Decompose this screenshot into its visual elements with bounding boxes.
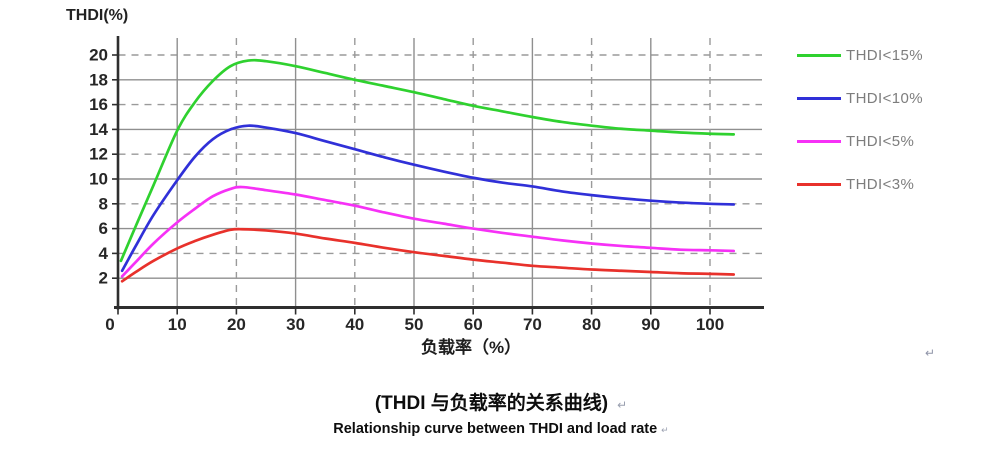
caption-english: Relationship curve between THDI and load… xyxy=(9,421,984,437)
y-axis-title: THDI(%) xyxy=(66,7,129,24)
legend-item-THDI<10%: THDI<10% xyxy=(797,84,923,113)
x-tick-label-40: 40 xyxy=(345,315,364,334)
y-tick-label-2: 2 xyxy=(99,269,108,288)
paragraph-return-mark: ↵ xyxy=(617,398,628,412)
legend-label: THDI<3% xyxy=(846,176,915,193)
x-tick-label-70: 70 xyxy=(523,315,542,334)
y-tick-label-14: 14 xyxy=(89,120,108,139)
legend-item-THDI<3%: THDI<3% xyxy=(797,170,923,199)
y-tick-label-16: 16 xyxy=(89,95,108,114)
x-tick-label-0: 0 xyxy=(105,315,114,334)
x-tick-label-20: 20 xyxy=(227,315,246,334)
paragraph-return-mark: ↵ xyxy=(925,346,936,360)
y-tick-label-10: 10 xyxy=(89,170,108,189)
plot-svg: 0 10 20 30 40 50 60 70 80 90 100 2 4 6 8 10 12 14 16 18 20 xyxy=(89,36,764,334)
y-tick-label-6: 6 xyxy=(99,219,108,238)
legend-label: THDI<10% xyxy=(846,90,923,107)
legend-label: THDI<15% xyxy=(846,47,923,64)
x-tick-label-30: 30 xyxy=(286,315,305,334)
legend: THDI<15% THDI<10% THDI<5% THDI<3% xyxy=(797,41,923,213)
legend-item-THDI<15%: THDI<15% xyxy=(797,41,923,70)
legend-label: THDI<5% xyxy=(846,133,915,150)
y-tick-label-8: 8 xyxy=(99,194,108,213)
legend-line-swatch xyxy=(797,140,841,143)
legend-line-swatch xyxy=(797,183,841,186)
paragraph-return-mark-small: ↵ xyxy=(661,425,669,435)
y-tick-label-18: 18 xyxy=(89,70,108,89)
x-tick-label-10: 10 xyxy=(168,315,187,334)
x-tick-label-100: 100 xyxy=(696,315,724,334)
curve-THDI<15% xyxy=(119,58,736,263)
y-tick-label-20: 20 xyxy=(89,46,108,65)
x-tick-label-90: 90 xyxy=(641,315,660,334)
legend-item-THDI<5%: THDI<5% xyxy=(797,127,923,156)
curve-THDI<10% xyxy=(120,124,736,273)
legend-line-swatch xyxy=(797,54,841,57)
legend-line-swatch xyxy=(797,97,841,100)
y-tick-label-4: 4 xyxy=(99,244,109,263)
x-tick-label-50: 50 xyxy=(405,315,424,334)
y-tick-label-12: 12 xyxy=(89,145,108,164)
curve-THDI<3% xyxy=(120,227,736,283)
x-tick-label-60: 60 xyxy=(464,315,483,334)
x-axis-title: 负载率（%） xyxy=(421,338,522,357)
x-tick-label-80: 80 xyxy=(582,315,601,334)
caption-chinese: (THDI 与负载率的关系曲线) ↵ xyxy=(9,388,984,415)
caption-zh-text: (THDI 与负载率的关系曲线) xyxy=(374,393,609,414)
caption-block: (THDI 与负载率的关系曲线) ↵ Relationship curve bet… xyxy=(9,388,984,437)
curve-THDI<5% xyxy=(120,185,736,278)
caption-en-text: Relationship curve between THDI and load… xyxy=(333,421,658,437)
